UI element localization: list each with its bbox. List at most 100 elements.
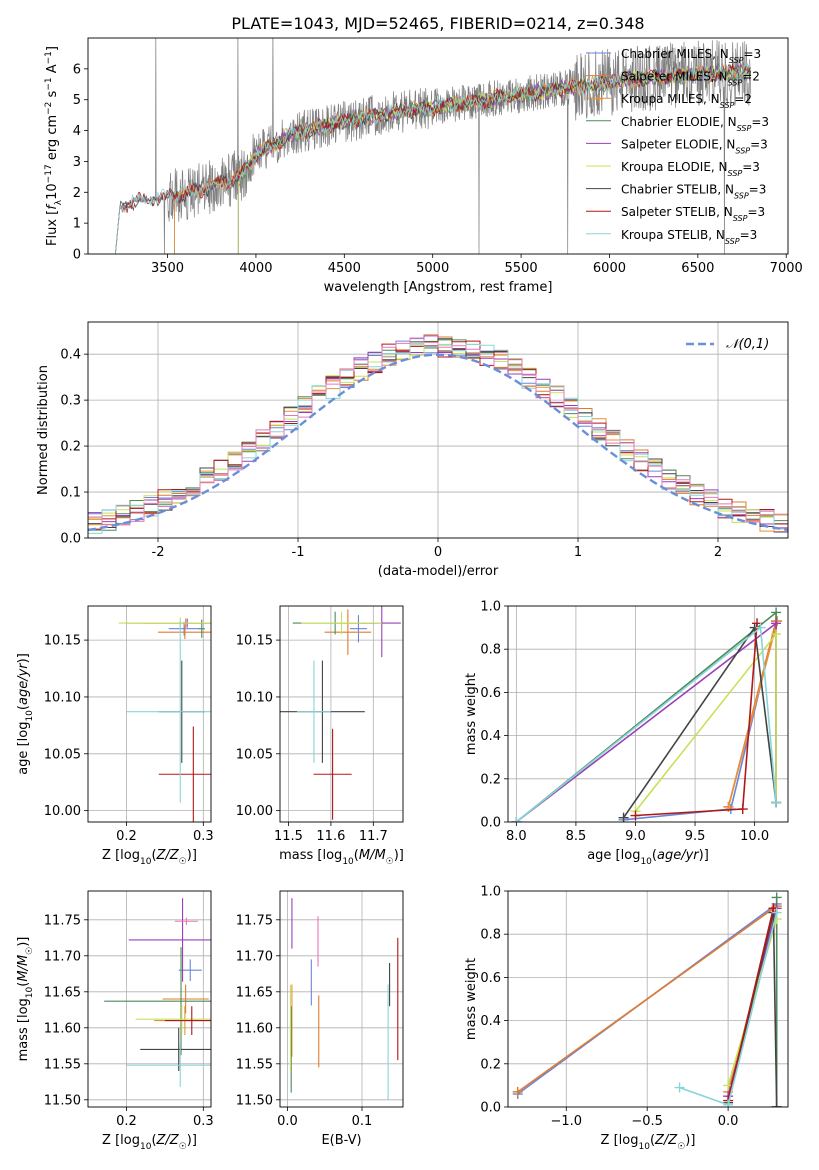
plot-area-spectrum [115,38,752,254]
data-point [674,1082,685,1093]
y-tick-label: 11.50 [236,1093,273,1108]
y-tick-label: 11.60 [44,1021,81,1036]
panel-age_vs_Z: 0.2 0.3 10.00 10.05 10.10 10.15 Z [log10(Z/Z☉)… [16,605,214,867]
errorbar-salpeter-stelib [313,728,352,820]
x-tick-label: 1 [574,545,582,560]
y-tick-label: 10.00 [44,804,81,819]
data-point [755,622,766,633]
legend-entry: Chabrier ELODIE, NSSP=3 [621,115,769,133]
legend-entry: Chabrier STELIB, NSSP=3 [621,183,766,201]
data-point [723,1099,734,1107]
y-tick-label: 11.55 [236,1057,273,1072]
errorbar-chabrier-miles [349,615,367,643]
x-tick-label: 0.0 [718,1114,739,1129]
errorbar-kroupa-elodie [301,611,382,635]
x-tick-label: 6000 [593,261,626,276]
figure-title: PLATE=1043, MJD=52465, FIBERID=0214, z=0… [231,14,644,33]
x-tick-label: 2 [714,545,722,560]
y-tick-label: 1 [73,217,81,232]
panel-massweight_vs_Z: −1.0 −0.5 0.0 0.0 0.2 0.4 0.6 0.8 1.0 Z [log10(Z/… [464,885,789,1152]
errorbar-kroupa-stelib [126,620,211,803]
legend-entry: Chabrier MILES, NSSP=3 [621,47,761,65]
residuals-legend: 𝒩(0,1) [686,337,769,352]
plot-area-age_vs_Z [88,606,211,822]
series-chabrier-stelib [618,622,782,822]
x-tick-label: 5000 [416,261,449,276]
x-tick-label: 4500 [328,261,361,276]
y-tick-label: 10.05 [44,747,81,762]
legend-entry: Kroupa ELODIE, NSSP=3 [621,160,760,178]
data-point [771,797,782,808]
y-tick-label: 11.75 [236,913,273,928]
data-point [771,607,782,618]
y-tick-label: 0.6 [480,686,501,701]
x-tick-label: 10.0 [740,829,769,844]
y-tick-label: 11.70 [44,949,81,964]
y-tick-label: 11.65 [236,985,273,1000]
data-point [737,804,748,815]
data-point [771,618,782,629]
x-tick-label: 8.0 [506,829,527,844]
y-tick-label: 4 [73,124,81,139]
axes-frame [87,890,212,1108]
x-tick-label: 9.0 [625,829,646,844]
plot-area-massweight_vs_Z [508,891,788,1107]
y-tick-label: 0.2 [480,1057,501,1072]
axes-frame [87,321,789,539]
y-tick-label: 11.55 [44,1057,81,1072]
panel-mass_vs_Z: 0.2 0.3 11.50 11.55 11.60 11.65 11.70 11.75 Z [l… [16,890,214,1152]
y-tick-label: 5 [73,93,81,108]
y-tick-label: 0.4 [60,348,81,363]
errorbar-chabrier-miles [168,621,200,636]
model-spectrum-kroupa-stelib [115,63,752,254]
x-tick-label: 0 [434,545,442,560]
y-tick-label: 0 [73,248,81,263]
x-axis-label: (data-model)/error [378,564,499,579]
panel-age_vs_mass: 11.5 11.6 11.7 10.00 10.05 10.10 10.15 mass [lo… [236,605,404,867]
legend-entry: Salpeter STELIB, NSSP=3 [621,205,765,223]
axes-frame [87,605,212,823]
x-tick-label: -2 [152,545,165,560]
series-line [517,905,778,1093]
errorbar-salpeter-miles [157,625,211,639]
y-axis-label: mass [log10(M/M☉)] [16,937,35,1062]
legend-entry: Kroupa STELIB, NSSP=3 [621,228,757,246]
x-tick-label: 9.5 [685,829,706,844]
data-point [771,629,782,640]
data-point [512,1086,523,1097]
y-tick-label: 3 [73,155,81,170]
x-tick-label: 0.0 [277,1114,298,1129]
series-line [727,620,779,808]
errorbar-salpeter-elodie [128,898,211,982]
panel-residuals: -2 -1 0 1 2 0.0 0.1 0.2 0.3 0.4 (data-model)/error… [36,321,789,579]
y-tick-label: 0.4 [480,1014,501,1029]
y-tick-label: 0.8 [480,928,501,943]
y-tick-label: 10.15 [236,634,273,649]
x-tick-label: 11.5 [274,829,303,844]
y-tick-label: 2 [73,186,81,201]
y-tick-label: 0.4 [480,729,501,744]
axes-frame [279,890,404,1108]
plot-area-age_vs_mass [280,606,403,822]
errorbar-salpeter-miles [162,984,209,1014]
errorbar-chabrier-stelib [140,1027,211,1071]
y-tick-label: 11.75 [44,913,81,928]
errorbar-chabrier-elodie [104,947,211,1056]
x-axis-label: mass [log10(M/M☉)] [279,848,404,867]
y-axis-label: age [log10(age/yr)] [16,653,35,775]
x-tick-label: 0.2 [116,1114,137,1129]
y-axis-label: mass weight [464,673,479,755]
data-point [772,616,783,627]
x-tick-label: -1 [292,545,305,560]
axes-frame [507,605,789,823]
legend-entry: Kroupa MILES, NSSP=2 [621,92,752,110]
x-axis-label: wavelength [Angstrom, rest frame] [324,280,553,295]
y-tick-label: 1.0 [480,600,501,615]
data-point [771,1102,782,1107]
x-axis-label: Z [log10(Z/Z☉)] [102,1133,197,1152]
y-tick-label: 11.60 [236,1021,273,1036]
y-tick-label: 0.6 [480,971,501,986]
series-kroupa-stelib [511,622,782,822]
errorbar-extra-pink [174,917,198,925]
